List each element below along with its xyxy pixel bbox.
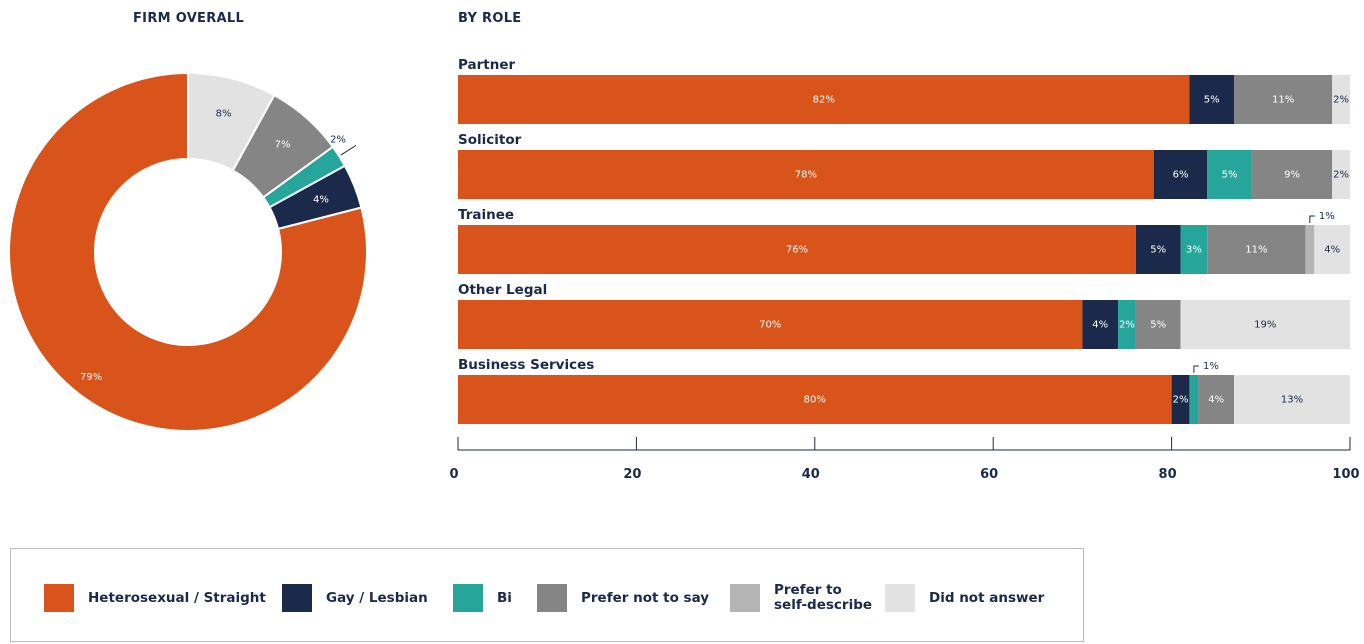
- callout-line: [1193, 365, 1199, 373]
- donut-label-heterosexual: 79%: [80, 372, 102, 383]
- bar-value-label: 76%: [786, 245, 808, 256]
- legend-label-bi: Bi: [497, 589, 512, 606]
- stacked-bar-chart: Partner 82% 5% 11% 2% Solicitor 78% 6% 5% 9% 2% Tra…: [449, 57, 1359, 482]
- x-tick-label: 80: [1159, 467, 1177, 482]
- bar-segment-prefer_not: [1207, 225, 1306, 274]
- bar-value-label: 19%: [1254, 320, 1276, 331]
- legend-item-no-answer: Did not answer: [885, 583, 1044, 613]
- bar-value-label: 80%: [804, 395, 826, 406]
- legend-item-gay-lesbian: Gay / Lesbian: [282, 583, 428, 613]
- bar-segment-heterosexual: [458, 300, 1083, 349]
- category-label: Partner: [458, 57, 516, 73]
- legend-label-gay-lesbian: Gay / Lesbian: [326, 589, 428, 606]
- bar-value-label: 11%: [1272, 95, 1294, 106]
- bar-value-label: 2%: [1333, 95, 1349, 106]
- bar-segment-heterosexual: [458, 225, 1136, 274]
- bar-value-label: 1%: [1203, 361, 1219, 372]
- bar-value-label: 2%: [1119, 320, 1135, 331]
- legend-swatch-bi: [453, 584, 483, 612]
- bar-segment-prefer_not: [1198, 375, 1235, 424]
- bar-value-label: 1%: [1319, 211, 1335, 222]
- bar-segment-no_answer: [1332, 150, 1350, 199]
- legend-item-bi: Bi: [453, 583, 512, 613]
- bar-value-label: 82%: [813, 95, 835, 106]
- bar-segment-heterosexual: [458, 375, 1172, 424]
- legend-swatch-heterosexual: [44, 584, 74, 612]
- donut-label-gay_lesbian: 4%: [313, 194, 329, 205]
- bar-segment-no_answer: [1332, 75, 1350, 124]
- donut-leader-line: [340, 144, 357, 156]
- bar-segment-bi: [1180, 225, 1208, 274]
- bar-segment-bi: [1207, 150, 1252, 199]
- legend-label-self-describe: Prefer to self-describe: [774, 582, 873, 613]
- bar-value-label: 2%: [1333, 170, 1349, 181]
- legend-item-prefer-not: Prefer not to say: [537, 583, 709, 613]
- bar-value-label: 3%: [1186, 245, 1202, 256]
- legend-label-prefer-not: Prefer not to say: [581, 589, 710, 606]
- legend: Heterosexual / Straight Gay / Lesbian Bi…: [10, 548, 1084, 642]
- legend-label-heterosexual: Heterosexual / Straight: [88, 589, 266, 606]
- bar-segment-no_answer: [1314, 225, 1350, 274]
- donut-slice-no_answer: [187, 71, 276, 172]
- bar-segment-gay_lesbian: [1189, 75, 1235, 124]
- bar-segment-gay_lesbian: [1082, 300, 1119, 349]
- bar-value-label: 4%: [1092, 320, 1108, 331]
- legend-item-self-describe: Prefer to self-describe: [730, 583, 872, 613]
- x-tick-label: 0: [449, 467, 458, 482]
- bar-segment-prefer_not: [1234, 75, 1333, 124]
- bar-segment-prefer_not: [1251, 150, 1333, 199]
- bar-value-label: 2%: [1173, 395, 1189, 406]
- bar-segment-heterosexual: [458, 150, 1154, 199]
- bar-value-label: 4%: [1324, 245, 1340, 256]
- bar-segment-prefer_not: [1135, 300, 1181, 349]
- legend-item-heterosexual: Heterosexual / Straight: [44, 583, 266, 613]
- donut-slice-heterosexual: [8, 71, 368, 432]
- legend-swatch-prefer-not: [537, 584, 567, 612]
- bar-segment-self_describe: [1305, 225, 1315, 274]
- bar-value-label: 70%: [759, 320, 781, 331]
- bar-value-label: 5%: [1150, 320, 1166, 331]
- by-role-heading: BY ROLE: [458, 11, 522, 26]
- bar-segment-heterosexual: [458, 75, 1190, 124]
- callout-line: [1309, 215, 1315, 223]
- bar-value-label: 13%: [1281, 395, 1303, 406]
- bar-value-label: 5%: [1204, 95, 1220, 106]
- x-tick-label: 20: [623, 467, 641, 482]
- legend-label-no-answer: Did not answer: [929, 589, 1045, 606]
- bar-segment-no_answer: [1234, 375, 1350, 424]
- bar-segment-bi: [1189, 375, 1199, 424]
- donut-label-bi: 2%: [330, 134, 346, 145]
- bar-segment-gay_lesbian: [1171, 375, 1190, 424]
- bar-segment-gay_lesbian: [1153, 150, 1208, 199]
- bar-value-label: 6%: [1173, 170, 1189, 181]
- firm-overall-heading: FIRM OVERALL: [133, 11, 245, 26]
- legend-swatch-no-answer: [885, 584, 915, 612]
- donut-label-prefer_not: 7%: [275, 140, 291, 151]
- bar-segment-bi: [1118, 300, 1136, 349]
- bar-value-label: 11%: [1245, 245, 1267, 256]
- category-label: Solicitor: [458, 132, 522, 148]
- category-label: Business Services: [458, 357, 594, 373]
- bar-value-label: 5%: [1150, 245, 1166, 256]
- category-label: Trainee: [458, 207, 514, 223]
- legend-swatch-gay-lesbian: [282, 584, 312, 612]
- legend-swatch-self-describe: [730, 584, 760, 612]
- bar-value-label: 5%: [1222, 170, 1238, 181]
- bar-segment-no_answer: [1180, 300, 1350, 349]
- bar-value-label: 9%: [1284, 170, 1300, 181]
- bar-value-label: 4%: [1208, 395, 1224, 406]
- bar-value-label: 78%: [795, 170, 817, 181]
- bar-segment-gay_lesbian: [1135, 225, 1181, 274]
- x-tick-label: 40: [802, 467, 820, 482]
- donut-chart: 79% 4% 2% 7% 8%: [8, 71, 368, 432]
- x-tick-label: 100: [1332, 467, 1359, 482]
- category-label: Other Legal: [458, 282, 547, 298]
- donut-label-no_answer: 8%: [216, 108, 232, 119]
- x-tick-label: 60: [980, 467, 998, 482]
